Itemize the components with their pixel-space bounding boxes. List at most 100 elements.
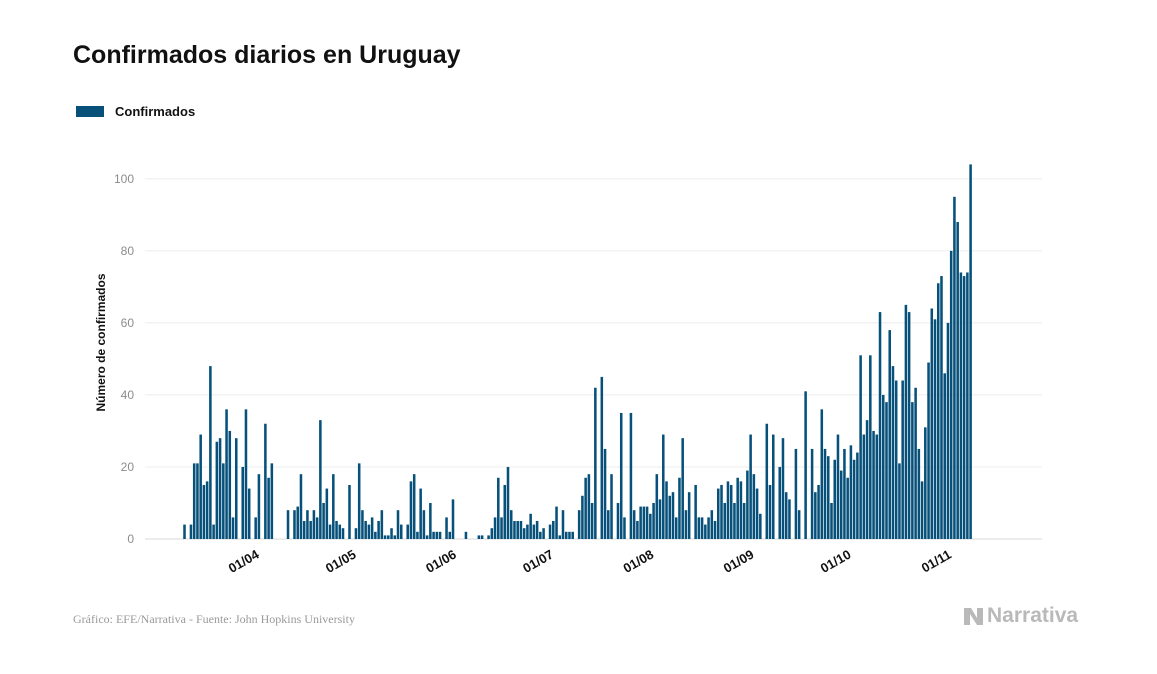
bar [464, 531, 468, 539]
bar [183, 524, 186, 539]
bar [338, 524, 342, 539]
bar [943, 373, 946, 539]
bar [966, 272, 969, 539]
bar [639, 506, 642, 539]
bar [729, 484, 733, 539]
bar [655, 474, 659, 539]
bar [254, 517, 257, 539]
brand-name: Narrativa [987, 604, 1079, 627]
bar [720, 484, 723, 539]
bar [390, 528, 393, 539]
bar [681, 438, 684, 539]
y-axis-title: Número de confirmados [94, 273, 108, 411]
bar [419, 488, 422, 539]
bar [836, 434, 840, 539]
bar [797, 510, 801, 539]
bar [561, 510, 565, 539]
bar [247, 488, 251, 539]
bar [911, 402, 914, 539]
bar [270, 463, 274, 539]
bar [196, 463, 199, 539]
chart-title: Confirmados diarios en Uruguay [73, 41, 461, 69]
y-tick-label: 20 [121, 460, 135, 474]
bar [600, 376, 604, 539]
bar [826, 456, 830, 539]
bar [234, 438, 238, 539]
bar [668, 495, 672, 539]
bar [684, 510, 688, 539]
bar [707, 517, 710, 539]
bar [846, 477, 849, 539]
bar [406, 524, 409, 539]
x-tick-label: 01/06 [423, 547, 459, 576]
y-tick-label: 80 [121, 244, 135, 258]
bar [477, 535, 481, 539]
bar [610, 474, 613, 539]
bar [881, 394, 885, 539]
bar [804, 391, 807, 539]
bar [891, 366, 895, 539]
bar [755, 488, 759, 539]
bar [335, 520, 338, 539]
bar [367, 524, 371, 539]
bar [526, 524, 529, 539]
bar [435, 531, 439, 539]
bar [357, 463, 361, 539]
bar [752, 474, 756, 539]
source-note: Gráfico: EFE/Narrativa - Fuente: John Ho… [73, 612, 355, 626]
bar [451, 499, 455, 539]
bar [839, 470, 843, 539]
bar [865, 420, 869, 539]
bar [425, 535, 429, 539]
bar [768, 484, 772, 539]
bar [823, 448, 827, 539]
bar [904, 304, 908, 539]
bar [623, 517, 626, 539]
bar [878, 312, 882, 539]
bar [914, 387, 917, 539]
y-tick-label: 100 [114, 172, 134, 186]
bar [503, 484, 507, 539]
bar [917, 448, 921, 539]
bar [713, 520, 717, 539]
bar [907, 312, 911, 539]
bar [513, 520, 516, 539]
bar [497, 477, 500, 539]
bar [306, 510, 309, 539]
x-tick-label: 01/09 [721, 547, 757, 576]
bar [817, 484, 820, 539]
y-tick-label: 40 [121, 388, 135, 402]
bar [348, 484, 351, 539]
bar [642, 506, 646, 539]
bar [487, 535, 490, 539]
bar [267, 477, 270, 539]
bar [778, 466, 782, 539]
bar [859, 355, 862, 539]
bar [717, 488, 720, 539]
bar [946, 322, 950, 539]
bar [852, 459, 856, 539]
bar [733, 502, 736, 539]
bar [548, 524, 552, 539]
bar [687, 492, 691, 539]
bar [189, 524, 193, 539]
bar [341, 528, 345, 539]
bar [264, 423, 267, 539]
bar [749, 434, 752, 539]
bar [772, 434, 775, 539]
bar [445, 517, 448, 539]
bar [490, 528, 494, 539]
chart-legend: Confirmados [76, 104, 195, 119]
bar [228, 430, 232, 539]
bar [519, 520, 523, 539]
bar [361, 510, 364, 539]
bar [387, 535, 390, 539]
bar [205, 481, 209, 539]
bar [522, 528, 526, 539]
bar [636, 520, 639, 539]
bar [315, 517, 319, 539]
bar [241, 466, 244, 539]
bar [322, 502, 325, 539]
bar [312, 510, 316, 539]
